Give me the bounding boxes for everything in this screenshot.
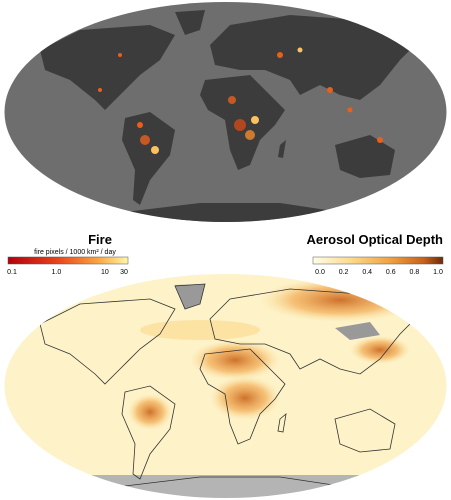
aerosol-title: Aerosol Optical Depth xyxy=(306,232,443,247)
aerosol-map xyxy=(4,274,447,498)
aerosol-tick-label: 0.2 xyxy=(339,269,349,276)
fire-units: fire pixels / 1000 km² / day xyxy=(34,249,116,256)
aerosol-tick-label: 0.0 xyxy=(315,269,325,276)
aerosol-tick-label: 0.8 xyxy=(410,269,420,276)
aerosol-tick-label: 0.6 xyxy=(386,269,396,276)
fire-colorbar xyxy=(7,256,129,265)
aerosol-tick-label: 1.0 xyxy=(433,269,443,276)
fire-tick-label: 0.1 xyxy=(7,269,17,276)
fire-title: Fire xyxy=(88,232,112,247)
aerosol-tick-label: 0.4 xyxy=(362,269,372,276)
fire-map xyxy=(4,2,447,222)
fire-tick-label: 1.0 xyxy=(52,269,62,276)
aerosol-colorbar xyxy=(312,256,444,265)
fire-tick-label: 10 xyxy=(101,269,109,276)
fire-tick-label: 30 xyxy=(120,269,128,276)
